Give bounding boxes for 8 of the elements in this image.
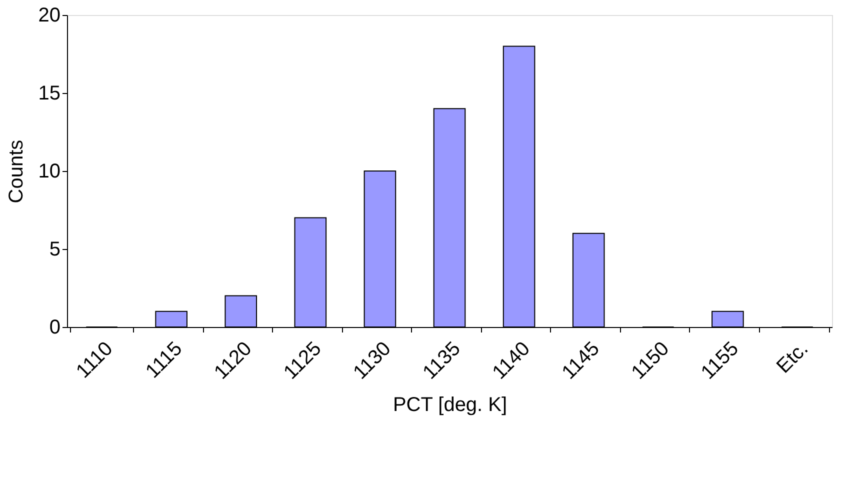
y-tick-label: 15 bbox=[38, 82, 60, 104]
y-tick-label: 0 bbox=[49, 316, 60, 338]
x-tick-label: Etc. bbox=[772, 338, 813, 378]
x-axis-title: PCT [deg. K] bbox=[392, 394, 508, 416]
y-axis-title: Counts bbox=[5, 140, 28, 204]
y-tick-label: 5 bbox=[49, 238, 60, 260]
y-tick-label: 10 bbox=[38, 160, 60, 182]
y-tick-label: 20 bbox=[38, 4, 60, 26]
